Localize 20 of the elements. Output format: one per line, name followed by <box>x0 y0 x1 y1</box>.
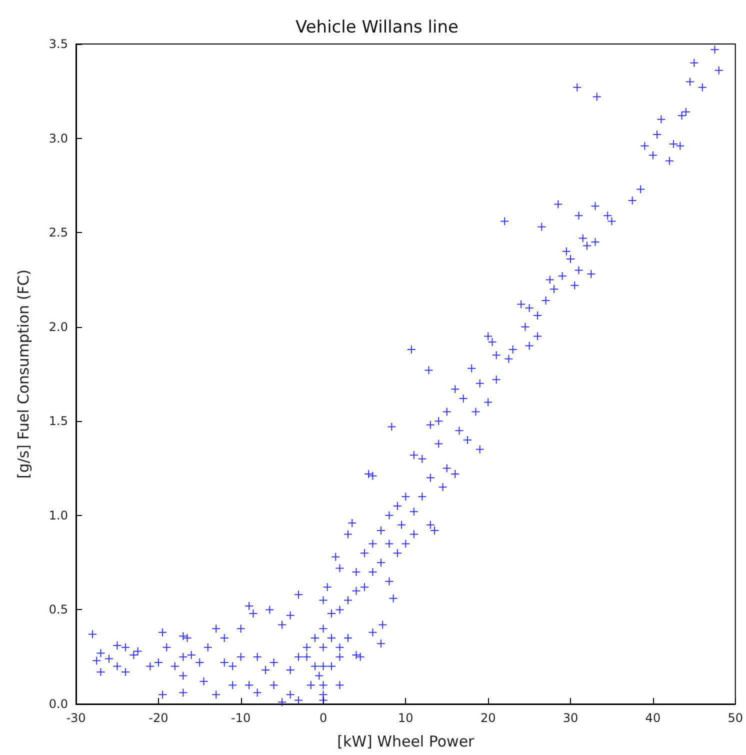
chart-title: Vehicle Willans line <box>296 18 458 38</box>
y-tick-label: 2.0 <box>48 320 68 334</box>
y-tick-label: 0.0 <box>48 697 68 711</box>
y-tick-label: 3.5 <box>48 37 68 51</box>
y-tick-label: 3.0 <box>48 131 68 146</box>
x-tick-label: 20 <box>480 711 496 725</box>
x-tick-label: 30 <box>562 711 578 725</box>
x-tick-label: -10 <box>231 711 251 725</box>
y-tick-label: 1.0 <box>48 508 68 522</box>
y-tick-label: 0.5 <box>48 602 68 617</box>
x-tick-label: 50 <box>728 711 744 725</box>
y-tick-label: 2.5 <box>48 226 68 240</box>
x-tick-label: -20 <box>148 711 168 725</box>
y-axis-title: [g/s] Fuel Consumption (FC) <box>14 269 32 479</box>
x-axis-title: [kW] Wheel Power <box>337 732 476 750</box>
x-tick-label: 0 <box>319 711 328 725</box>
x-tick-label: 40 <box>645 711 661 725</box>
x-tick-label: -30 <box>66 711 86 725</box>
x-tick-label: 10 <box>398 711 414 725</box>
y-tick-label: 1.5 <box>48 414 68 428</box>
